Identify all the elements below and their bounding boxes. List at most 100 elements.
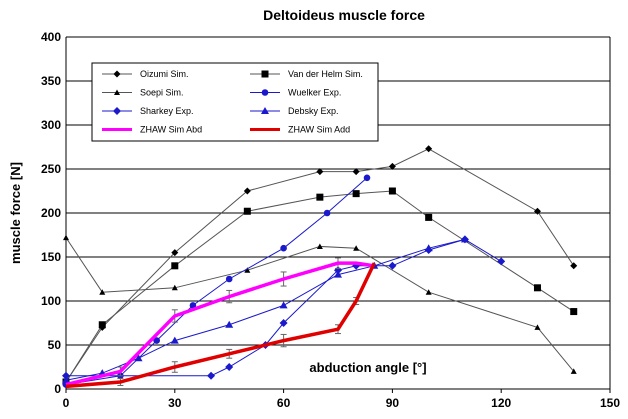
data-point	[425, 145, 433, 153]
legend-item: Wuelker Exp.	[250, 88, 341, 98]
x-tick-120: 120	[491, 396, 511, 410]
data-point	[425, 289, 432, 295]
data-point	[533, 284, 541, 292]
data-point	[134, 354, 143, 362]
data-point	[323, 209, 331, 217]
legend-item: ZHAW Sim Abd	[102, 125, 202, 135]
data-point	[497, 257, 506, 266]
legend-marker	[261, 89, 269, 96]
legend-label: ZHAW Sim Abd	[140, 125, 202, 135]
x-tick-30: 30	[168, 396, 182, 410]
data-point	[424, 244, 433, 252]
data-point	[170, 336, 179, 344]
data-point	[225, 320, 234, 328]
y-tick-400: 400	[41, 30, 61, 44]
legend-marker	[113, 70, 121, 78]
data-point	[570, 308, 578, 316]
y-tick-200: 200	[41, 206, 61, 220]
series-group	[62, 145, 578, 389]
series-line	[65, 238, 466, 381]
x-tick-150: 150	[600, 396, 620, 410]
y-axis-label: muscle force [N]	[8, 162, 23, 264]
x-tick-60: 60	[277, 396, 291, 410]
legend-box	[91, 62, 379, 142]
data-point	[171, 284, 178, 291]
data-point	[388, 187, 396, 195]
data-point	[363, 174, 371, 182]
data-point	[388, 261, 397, 270]
y-tick-300: 300	[41, 118, 61, 132]
data-point	[99, 289, 106, 295]
data-point	[189, 302, 197, 309]
data-point	[388, 162, 396, 170]
data-point	[352, 190, 360, 198]
legend-label: Oizumi Sim.	[140, 69, 189, 79]
y-tick-50: 50	[48, 338, 62, 352]
data-point	[62, 371, 70, 380]
data-point	[316, 193, 324, 201]
legend-marker	[261, 70, 269, 78]
legend-item: Sharkey Exp.	[102, 106, 194, 116]
series-line	[65, 261, 375, 387]
data-point	[316, 168, 324, 176]
data-point	[460, 235, 469, 243]
data-point	[171, 262, 179, 270]
data-point	[352, 168, 360, 176]
legend-marker	[114, 89, 120, 95]
y-tick-250: 250	[41, 162, 61, 176]
legend-label: Sharkey Exp.	[140, 106, 194, 116]
legend-label: Debsky Exp.	[288, 106, 339, 116]
legend-item: Oizumi Sim.	[102, 69, 189, 79]
data-point	[570, 262, 578, 270]
legend-item: Debsky Exp.	[250, 106, 339, 116]
x-tick-90: 90	[386, 396, 400, 410]
data-point	[63, 234, 69, 241]
y-tick-labels: 0 50 100 150 200 250 300 350 400	[41, 30, 61, 396]
data-point	[534, 324, 541, 330]
legend-label: Soepi Sim.	[140, 88, 184, 98]
legend-item: Soepi Sim.	[102, 88, 184, 98]
data-point	[316, 243, 323, 249]
series-soepi-sim-	[63, 234, 577, 374]
legend-item: Van der Helm Sim.	[250, 69, 363, 79]
y-tick-100: 100	[41, 294, 61, 308]
data-point	[353, 245, 360, 251]
legend-marker	[113, 107, 121, 115]
series-oizumi-sim-	[62, 145, 578, 386]
data-point	[153, 337, 160, 344]
legend-item: ZHAW Sim Add	[250, 125, 350, 135]
legend-label: ZHAW Sim Add	[288, 125, 350, 135]
data-point	[171, 249, 179, 257]
data-point	[279, 319, 288, 327]
data-point	[243, 187, 251, 195]
y-tick-350: 350	[41, 74, 61, 88]
data-point	[533, 207, 541, 215]
data-point	[225, 363, 234, 371]
x-tick-0: 0	[63, 396, 70, 410]
x-axis-label: abduction angle [°]	[309, 360, 426, 375]
data-point	[207, 371, 216, 380]
chart-title: Deltoideus muscle force	[263, 7, 425, 23]
data-point	[98, 321, 106, 329]
data-point	[425, 213, 433, 221]
series-zhaw-sim-abd	[65, 257, 375, 387]
data-point	[280, 244, 287, 252]
data-point	[334, 270, 342, 278]
series-van-der-helm-sim-	[62, 187, 578, 386]
series-line	[65, 177, 368, 386]
x-tick-labels: 0 30 60 90 120 150	[63, 396, 621, 410]
data-point	[244, 267, 251, 273]
data-point	[62, 376, 70, 384]
data-point	[225, 275, 233, 283]
legend: Oizumi Sim. Van der Helm Sim. Soepi Sim. Wu…	[91, 62, 379, 142]
series-line	[65, 262, 376, 389]
y-tick-150: 150	[41, 250, 61, 264]
legend-label: Wuelker Exp.	[288, 88, 341, 98]
data-point	[243, 207, 251, 215]
y-tick-0: 0	[54, 382, 61, 396]
series-zhaw-sim-add	[65, 262, 376, 389]
legend-label: Van der Helm Sim.	[288, 69, 363, 79]
legend-marker	[261, 107, 269, 114]
data-point	[570, 368, 577, 374]
